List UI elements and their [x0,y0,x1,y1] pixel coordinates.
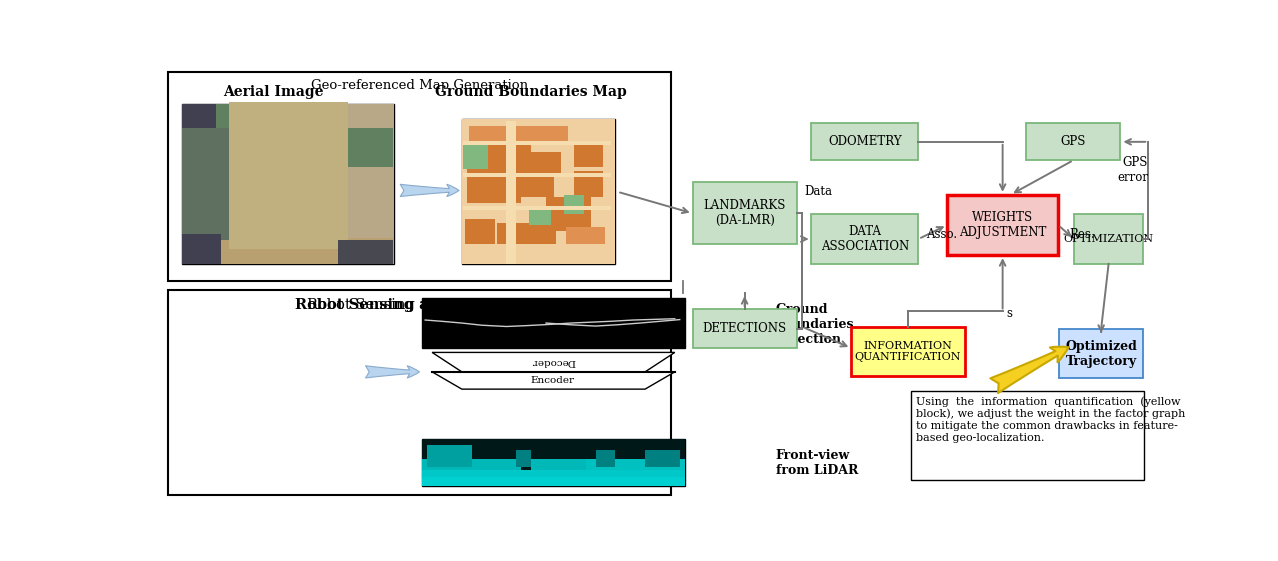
Text: GPS: GPS [1061,135,1086,148]
FancyBboxPatch shape [529,208,551,225]
FancyBboxPatch shape [851,327,965,376]
FancyBboxPatch shape [1026,123,1121,160]
FancyBboxPatch shape [1074,214,1144,264]
FancyBboxPatch shape [181,104,395,264]
FancyBboxPatch shape [532,151,561,173]
FancyBboxPatch shape [497,223,556,245]
FancyBboxPatch shape [645,450,680,467]
Text: Robot Sensing and Perception: Robot Sensing and Perception [295,297,543,311]
Text: s: s [1007,307,1012,320]
FancyBboxPatch shape [422,439,685,486]
Text: Data: Data [805,185,832,198]
FancyBboxPatch shape [585,459,685,470]
FancyBboxPatch shape [422,459,521,470]
FancyBboxPatch shape [532,459,611,470]
Text: INFORMATION
QUANTIFICATION: INFORMATION QUANTIFICATION [855,341,961,362]
FancyBboxPatch shape [910,392,1144,480]
FancyBboxPatch shape [469,126,567,141]
FancyBboxPatch shape [181,238,395,264]
Text: Ground Boundaries Map: Ground Boundaries Map [436,85,627,99]
Text: DETECTIONS: DETECTIONS [703,322,787,335]
FancyBboxPatch shape [546,197,590,232]
FancyBboxPatch shape [566,227,606,245]
FancyBboxPatch shape [574,171,603,197]
Text: Asso.: Asso. [927,228,957,241]
FancyBboxPatch shape [181,104,395,264]
Text: Decoder: Decoder [530,357,575,366]
Text: LANDMARKS
(DA-LMR): LANDMARKS (DA-LMR) [703,199,786,227]
FancyBboxPatch shape [337,240,392,264]
FancyBboxPatch shape [461,119,616,264]
Text: GPS
error: GPS error [1117,156,1148,184]
FancyBboxPatch shape [1059,329,1144,378]
FancyBboxPatch shape [461,119,616,264]
FancyBboxPatch shape [516,450,532,467]
FancyBboxPatch shape [422,477,685,486]
FancyBboxPatch shape [422,298,685,348]
FancyBboxPatch shape [181,128,231,180]
Polygon shape [432,352,675,372]
FancyBboxPatch shape [215,108,294,240]
Text: DATA
ASSOCIATION: DATA ASSOCIATION [820,225,909,253]
FancyBboxPatch shape [514,171,553,197]
FancyBboxPatch shape [181,233,221,264]
FancyBboxPatch shape [812,214,919,264]
FancyBboxPatch shape [181,180,231,240]
FancyBboxPatch shape [693,182,796,245]
FancyBboxPatch shape [487,139,532,171]
Text: ODOMETRY: ODOMETRY [828,135,902,148]
FancyBboxPatch shape [167,290,671,495]
Text: Using  the  information  quantification  (yellow
block), we adjust the weight in: Using the information quantification (ye… [916,397,1186,443]
FancyBboxPatch shape [564,195,584,214]
FancyBboxPatch shape [427,445,472,467]
FancyBboxPatch shape [463,205,611,210]
FancyBboxPatch shape [181,104,216,128]
FancyBboxPatch shape [422,470,685,486]
FancyBboxPatch shape [181,104,300,128]
FancyBboxPatch shape [465,219,495,245]
Text: Robot Sensing and Perception: Robot Sensing and Perception [307,297,532,311]
Polygon shape [432,372,675,389]
FancyBboxPatch shape [167,72,671,281]
Text: Ground
boundaries
detection: Ground boundaries detection [776,303,854,346]
Text: OPTIMIZATION: OPTIMIZATION [1063,234,1154,244]
FancyBboxPatch shape [308,128,392,167]
FancyBboxPatch shape [693,309,796,348]
FancyBboxPatch shape [812,123,919,160]
Text: Encoder: Encoder [530,376,575,385]
FancyBboxPatch shape [466,162,521,204]
Text: Res.: Res. [1068,228,1095,241]
FancyBboxPatch shape [463,145,488,169]
Text: WEIGHTS
ADJUSTMENT: WEIGHTS ADJUSTMENT [958,211,1047,239]
FancyBboxPatch shape [574,143,603,167]
FancyBboxPatch shape [506,121,516,264]
FancyBboxPatch shape [596,450,616,467]
FancyBboxPatch shape [463,173,611,177]
Text: Optimized
Trajectory: Optimized Trajectory [1066,339,1137,367]
FancyBboxPatch shape [229,102,348,249]
Text: Front-view
from LiDAR: Front-view from LiDAR [776,449,859,477]
FancyBboxPatch shape [422,439,685,486]
FancyBboxPatch shape [463,141,611,145]
Text: Geo-referenced Map Generation: Geo-referenced Map Generation [311,80,528,93]
FancyBboxPatch shape [947,195,1058,255]
Text: Aerial Image: Aerial Image [224,85,323,99]
FancyBboxPatch shape [258,162,318,205]
